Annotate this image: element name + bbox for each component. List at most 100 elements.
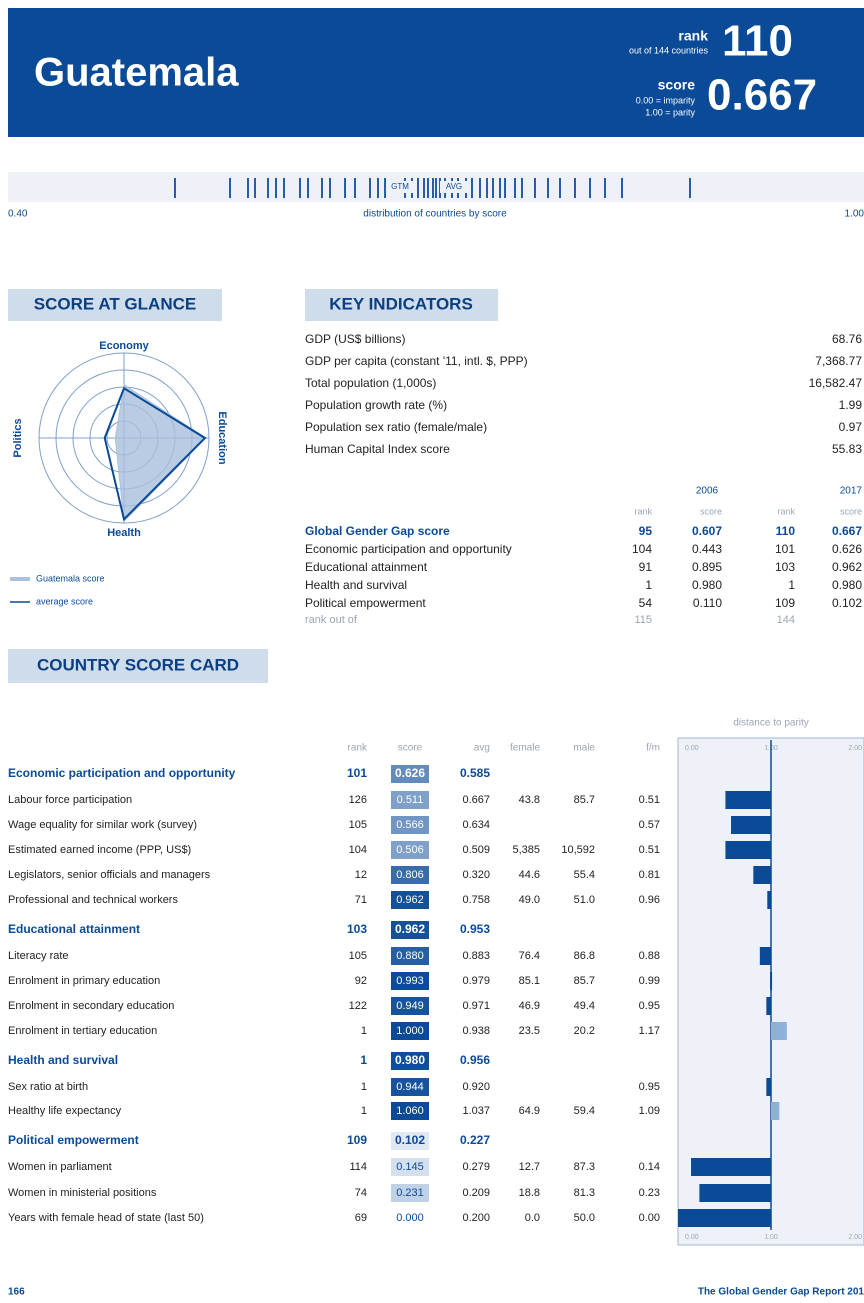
score-box — [391, 765, 429, 783]
row-female: 46.9 — [519, 1000, 540, 1012]
section-title: COUNTRY SCORE CARD — [37, 655, 239, 674]
row-female: 64.9 — [519, 1105, 540, 1117]
score-box — [391, 947, 429, 965]
gap-row-label: Global Gender Gap score — [305, 524, 450, 538]
gap-row-value: 0.102 — [832, 596, 862, 610]
row-fm: 0.57 — [639, 819, 660, 831]
row-score: 0.962 — [395, 922, 425, 936]
row-male: 81.3 — [574, 1187, 595, 1199]
row-fm: 0.00 — [639, 1212, 660, 1224]
page-number: 166 — [8, 1287, 25, 1298]
score-box — [391, 921, 429, 939]
row-fm: 1.09 — [639, 1105, 660, 1117]
rank-label: rank — [678, 28, 708, 44]
legend-label: average score — [36, 596, 93, 606]
rank-sub: out of 144 countries — [629, 45, 709, 55]
row-rank: 103 — [347, 922, 367, 936]
row-avg: 0.227 — [460, 1133, 490, 1147]
parity-bar — [691, 1158, 771, 1176]
gap-row-value: 0.626 — [832, 542, 862, 556]
parity-bar — [770, 972, 773, 990]
indicator-label: Population growth rate (%) — [305, 398, 447, 412]
row-rank: 1 — [360, 1053, 367, 1067]
parity-bar — [771, 1022, 787, 1040]
parity-bar — [759, 947, 771, 965]
row-score: 1.060 — [396, 1105, 424, 1117]
score-box — [391, 1078, 429, 1096]
country-title: Guatemala — [34, 51, 239, 95]
gap-row-value: 0.443 — [692, 542, 722, 556]
gap-row-value: 1 — [788, 578, 795, 592]
row-fm: 0.99 — [639, 975, 660, 987]
row-rank: 105 — [349, 819, 367, 831]
indicator-label: GDP per capita (constant '11, intl. $, P… — [305, 354, 528, 368]
indicator-value: 7,368.77 — [815, 354, 862, 368]
row-avg: 0.920 — [462, 1081, 490, 1093]
gap-row-value: 95 — [639, 524, 653, 538]
row-female: 23.5 — [519, 1025, 540, 1037]
section-header-bg — [305, 289, 498, 321]
row-avg: 0.938 — [462, 1025, 490, 1037]
gap-row-value: 0.895 — [692, 560, 722, 574]
indicator-value: 0.97 — [839, 420, 863, 434]
score-box — [391, 1132, 429, 1150]
row-rank: 74 — [355, 1187, 367, 1199]
score-sub: 0.00 = imparity — [636, 95, 696, 105]
row-score: 0.944 — [396, 1081, 424, 1093]
row-avg: 0.883 — [462, 950, 490, 962]
score-box — [391, 1022, 429, 1040]
gap-row-label: Economic participation and opportunity — [305, 542, 512, 556]
score-box — [391, 972, 429, 990]
indicator-label: Human Capital Index score — [305, 442, 450, 456]
row-label: Healthy life expectancy — [8, 1105, 122, 1117]
parity-bar — [731, 816, 771, 834]
row-female: 5,385 — [512, 844, 540, 856]
row-rank: 104 — [349, 844, 367, 856]
indicator-value: 16,582.47 — [809, 376, 863, 390]
score-box — [391, 891, 429, 909]
row-fm: 1.17 — [639, 1025, 660, 1037]
indicator-value: 68.76 — [832, 332, 862, 346]
row-male: 59.4 — [574, 1105, 595, 1117]
country-marker: GTM — [391, 182, 409, 191]
row-avg: 0.956 — [460, 1053, 490, 1067]
radar-label: Education — [216, 411, 228, 464]
row-avg: 0.279 — [462, 1161, 490, 1173]
indicator-label: GDP (US$ billions) — [305, 332, 405, 346]
parity-bar — [771, 1102, 780, 1120]
row-avg: 0.209 — [462, 1187, 490, 1199]
column-label: f/m — [646, 743, 660, 754]
indicator-label: Total population (1,000s) — [305, 376, 436, 390]
gap-row-value: 0.980 — [832, 578, 862, 592]
marker-box — [386, 181, 414, 193]
gap-row-value: 0.110 — [693, 596, 722, 610]
distribution-right: 1.00 — [845, 209, 864, 220]
row-label: Labour force participation — [8, 794, 132, 806]
row-fm: 0.95 — [639, 1000, 660, 1012]
score-value: 0.667 — [707, 71, 817, 120]
row-label: Professional and technical workers — [8, 894, 178, 906]
score-box — [391, 997, 429, 1015]
header-band — [8, 8, 864, 137]
parity-bar — [725, 791, 771, 809]
row-rank: 122 — [349, 1000, 367, 1012]
score-sub: 1.00 = parity — [645, 107, 695, 117]
row-rank: 1 — [361, 1025, 367, 1037]
rank-out-of-label: rank out of — [305, 614, 358, 626]
radar-average — [103, 386, 207, 522]
row-rank: 109 — [347, 1133, 367, 1147]
axis-tick-label: 1.00 — [764, 1234, 778, 1241]
parity-bar — [766, 1078, 771, 1096]
row-male: 87.3 — [574, 1161, 595, 1173]
score-box — [391, 1102, 429, 1120]
row-score: 0.949 — [396, 1000, 424, 1012]
row-score: 0.145 — [396, 1161, 424, 1173]
year-label: 2017 — [840, 486, 863, 497]
row-male: 50.0 — [574, 1212, 595, 1224]
report-name: The Global Gender Gap Report 201 — [698, 1287, 864, 1298]
column-label: male — [573, 743, 595, 754]
score-label: score — [658, 77, 696, 93]
row-label: Enrolment in primary education — [8, 975, 160, 987]
row-avg: 0.971 — [462, 1000, 490, 1012]
indicator-value: 55.83 — [832, 442, 862, 456]
